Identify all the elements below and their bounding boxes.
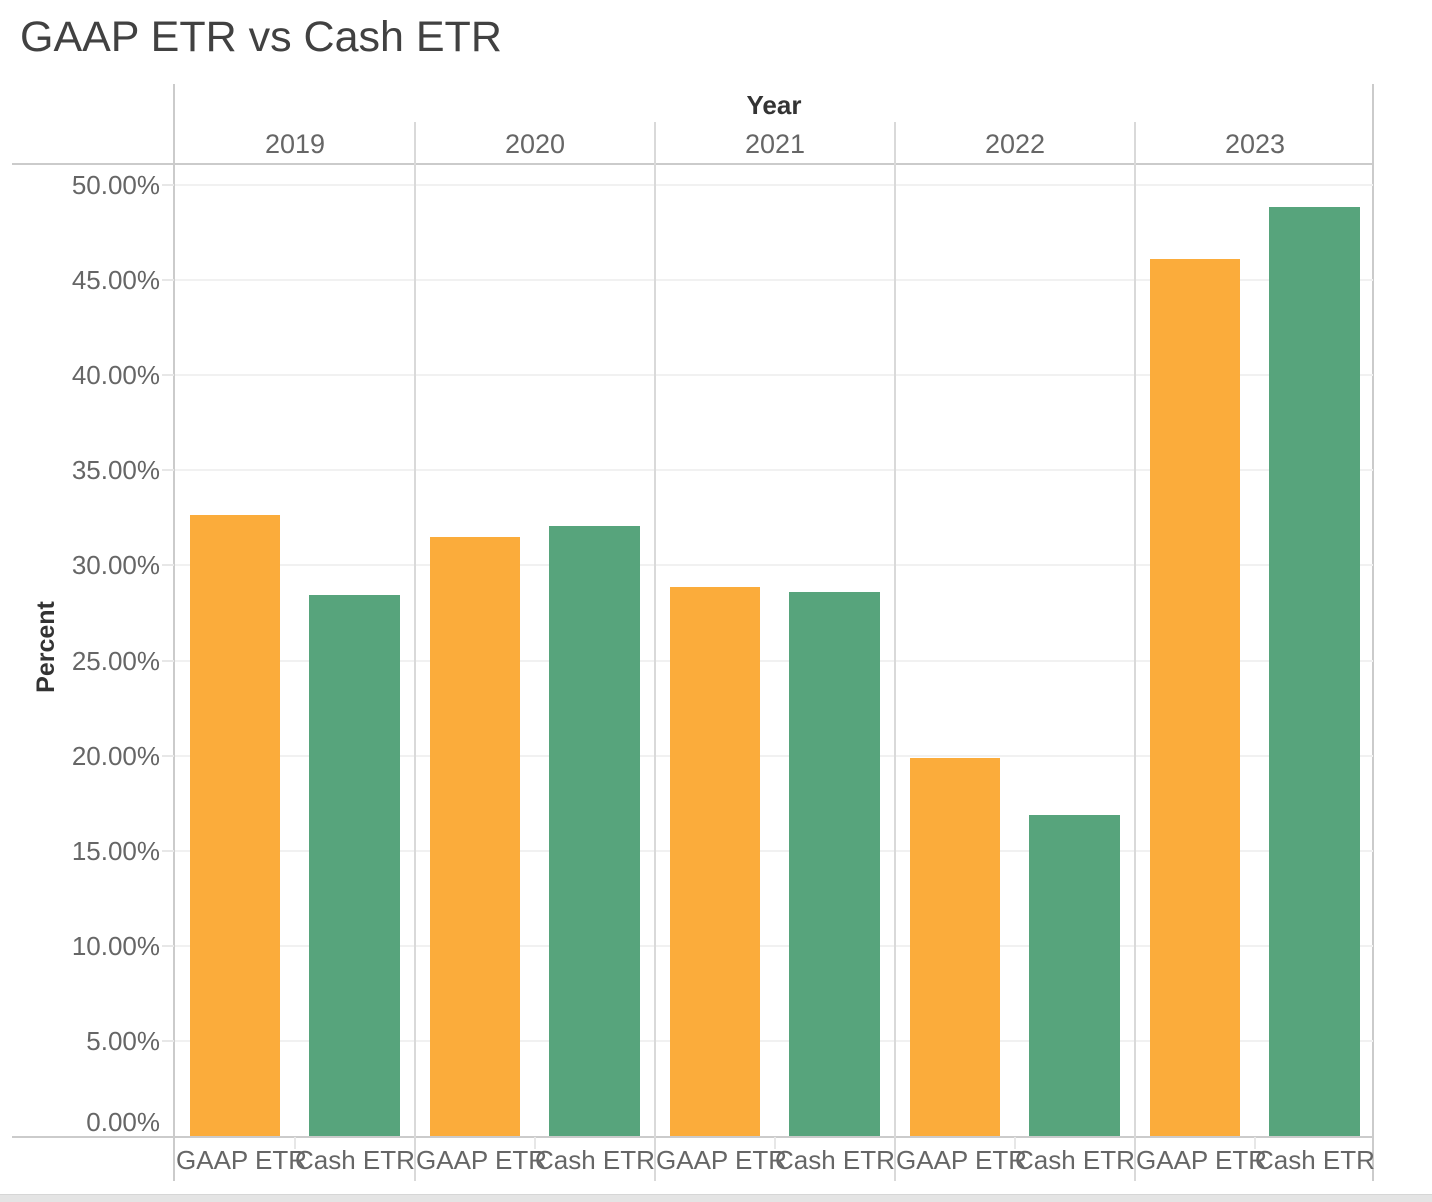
gridline-35	[175, 469, 1373, 472]
y-tick-label-50: 50.00%	[71, 170, 160, 200]
y-tick-label-30: 30.00%	[71, 550, 160, 581]
y-tick-15	[162, 849, 174, 852]
y-tick-label-40: 40.00%	[71, 360, 160, 391]
category-label-cash-etr-2019[interactable]: Cash ETR	[295, 1145, 415, 1175]
category-label-gaap-etr-2022[interactable]: GAAP ETR	[896, 1145, 1028, 1175]
bar-cash-etr-2019[interactable]	[309, 594, 400, 1136]
y-tick-label-5: 5.00%	[86, 1025, 160, 1056]
panel-divider-2020	[414, 122, 416, 1181]
category-tick-2021	[774, 1137, 776, 1149]
y-tick-45	[162, 279, 174, 282]
category-label-cash-etr-2020[interactable]: Cash ETR	[535, 1145, 655, 1175]
y-tick-label-10: 10.00%	[71, 930, 160, 961]
year-header-2020[interactable]: 2020	[504, 129, 566, 159]
y-tick-label-20: 20.00%	[71, 740, 160, 771]
plot-right-border	[1372, 84, 1374, 1181]
category-label-gaap-etr-2023[interactable]: GAAP ETR	[1136, 1145, 1268, 1175]
category-label-gaap-etr-2019[interactable]: GAAP ETR	[176, 1145, 308, 1175]
y-tick-20	[162, 754, 174, 757]
y-tick-label-15: 15.00%	[71, 835, 160, 866]
y-tick-30	[162, 564, 174, 567]
year-header-2019[interactable]: 2019	[264, 129, 326, 159]
y-tick-35	[162, 469, 174, 472]
bar-gaap-etr-2019[interactable]	[190, 514, 280, 1136]
category-tick-2020	[534, 1137, 536, 1149]
category-label-gaap-etr-2021[interactable]: GAAP ETR	[656, 1145, 788, 1175]
panel-divider-2023	[1134, 122, 1136, 1181]
gridline-15	[175, 849, 1373, 852]
chart-title: GAAP ETR vs Cash ETR	[20, 13, 502, 61]
bar-gaap-etr-2021[interactable]	[670, 587, 760, 1136]
y-tick-25	[162, 659, 174, 662]
year-header-2022[interactable]: 2022	[984, 129, 1046, 159]
category-tick-2023	[1254, 1137, 1256, 1149]
bar-cash-etr-2020[interactable]	[549, 526, 640, 1136]
bar-gaap-etr-2022[interactable]	[910, 758, 1000, 1136]
gridline-30	[175, 564, 1373, 567]
gridline-25	[175, 659, 1373, 662]
bar-cash-etr-2022[interactable]	[1029, 814, 1120, 1136]
gridline-45	[175, 279, 1373, 282]
header-divider-line	[12, 163, 1373, 165]
category-label-gaap-etr-2020[interactable]: GAAP ETR	[416, 1145, 548, 1175]
gridline-50	[175, 184, 1373, 186]
bar-cash-etr-2023[interactable]	[1269, 206, 1360, 1136]
y-tick-5	[162, 1039, 174, 1042]
y-tick-label-0: 0.00%	[86, 1107, 160, 1137]
bar-gaap-etr-2020[interactable]	[430, 536, 520, 1136]
bar-gaap-etr-2023[interactable]	[1150, 259, 1240, 1136]
category-label-cash-etr-2021[interactable]: Cash ETR	[775, 1145, 895, 1175]
year-header-2021[interactable]: 2021	[744, 129, 806, 159]
y-tick-10	[162, 944, 174, 947]
gridline-40	[175, 374, 1373, 377]
y-tick-40	[162, 374, 174, 377]
category-label-cash-etr-2023[interactable]: Cash ETR	[1255, 1145, 1375, 1175]
horizontal-scrollbar-track[interactable]	[0, 1194, 1432, 1202]
gridline-5	[175, 1039, 1373, 1042]
x-axis-line	[12, 1136, 1373, 1138]
column-axis-title: Year	[746, 90, 802, 120]
panel-divider-2022	[894, 122, 896, 1181]
bar-cash-etr-2021[interactable]	[789, 592, 880, 1136]
category-tick-2019	[294, 1137, 296, 1149]
category-label-cash-etr-2022[interactable]: Cash ETR	[1015, 1145, 1135, 1175]
y-tick-label-45: 45.00%	[71, 265, 160, 296]
gridline-20	[175, 754, 1373, 757]
panel-divider-2021	[654, 122, 656, 1181]
y-tick-label-35: 35.00%	[71, 455, 160, 486]
year-header-2023[interactable]: 2023	[1224, 129, 1286, 159]
y-tick-label-25: 25.00%	[71, 645, 160, 676]
gridline-10	[175, 944, 1373, 947]
y-axis-line	[173, 84, 175, 1181]
category-tick-2022	[1014, 1137, 1016, 1149]
y-tick-50	[162, 184, 174, 186]
